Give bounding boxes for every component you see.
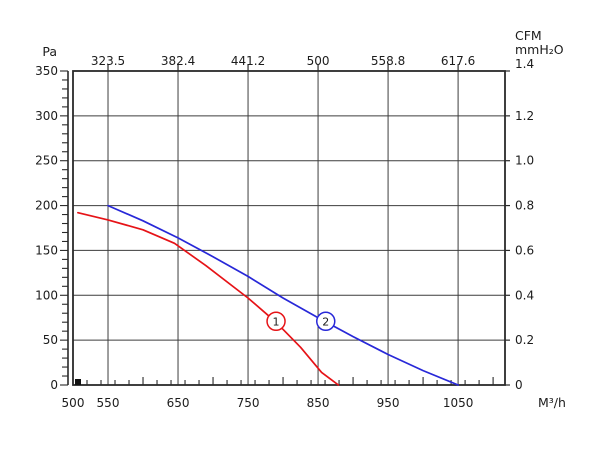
curve-2-line <box>107 204 459 386</box>
x-axis-tick-label: 1050 <box>443 396 474 410</box>
top-axis-tick-label: 382.4 <box>161 54 195 68</box>
x-axis-tick-label: 500 <box>62 396 85 410</box>
curve-1-marker-circle <box>266 311 286 332</box>
x-axis-tick-label: 750 <box>237 396 260 410</box>
y-axis-tick-label: 0 <box>50 378 58 392</box>
right-axis-tick-label: 0.6 <box>515 243 534 257</box>
right-axis-unit-mmh2o: mmH₂O <box>515 42 564 57</box>
right-axis-tick-label: 0.4 <box>515 288 534 302</box>
y-axis-tick-label: 350 <box>35 64 58 78</box>
bottom-axis-ticks <box>86 377 494 385</box>
curve-1-marker: 1 <box>266 311 286 332</box>
x-axis-tick-label: 850 <box>307 396 330 410</box>
gridlines <box>73 71 505 385</box>
top-axis-tick-label: 617.6 <box>441 54 475 68</box>
top-axis-ticks <box>107 64 459 71</box>
top-axis-tick-label: 558.8 <box>371 54 405 68</box>
x-axis-tick-label: 550 <box>97 396 120 410</box>
left-axis-ruler <box>60 70 69 386</box>
curve-1-marker-label: 1 <box>273 315 280 328</box>
x-axis-tick-label: 950 <box>377 396 400 410</box>
y-axis-tick-label: 200 <box>35 199 58 213</box>
y-axis-tick-label: 100 <box>35 288 58 302</box>
right-axis-tick-label: 0 <box>515 378 523 392</box>
curve-1-line <box>77 211 340 386</box>
right-axis-tick-label: 1.4 <box>515 57 534 71</box>
y-axis-tick-label: 300 <box>35 109 58 123</box>
y-axis-tick-label: 150 <box>35 243 58 257</box>
top-axis-tick-label: 323.5 <box>91 54 125 68</box>
y-axis-tick-label: 50 <box>43 333 58 347</box>
right-axis-tick-label: 1.0 <box>515 154 534 168</box>
y-axis-tick-label: 250 <box>35 154 58 168</box>
x-axis-tick-label: 650 <box>167 396 190 410</box>
curve-2-marker: 2 <box>316 311 336 332</box>
right-axis-unit-cfm: CFM <box>515 28 542 43</box>
curve-2-marker-circle <box>316 311 336 332</box>
top-axis-tick-label: 441.2 <box>231 54 265 68</box>
plot-border <box>72 70 506 386</box>
right-axis-tick-label: 0.2 <box>515 333 534 347</box>
right-axis-tick-label: 0.8 <box>515 199 534 213</box>
curve-2-marker-label: 2 <box>322 315 329 328</box>
y-axis-unit-label: Pa <box>42 44 57 59</box>
top-axis-tick-label: 500 <box>307 54 330 68</box>
origin-marker <box>75 379 81 385</box>
right-axis-ticks <box>505 70 510 386</box>
right-axis-tick-label: 1.2 <box>515 109 534 123</box>
x-axis-unit-label: M³/h <box>538 395 566 410</box>
